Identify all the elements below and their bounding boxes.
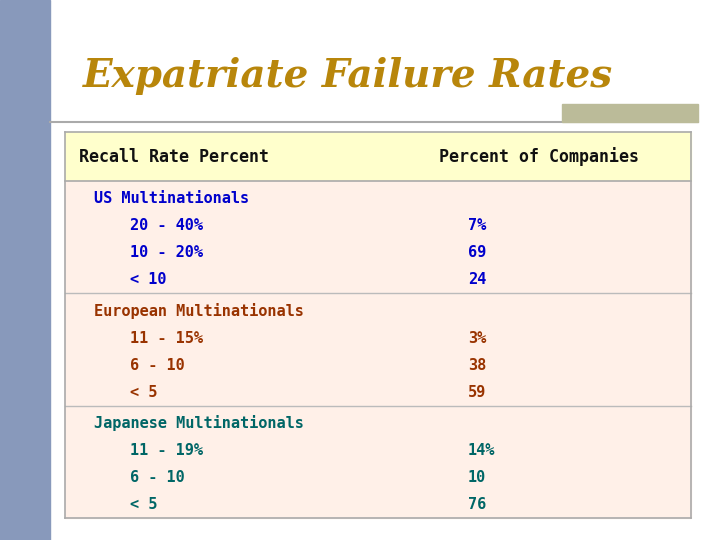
- Text: US Multinationals: US Multinationals: [94, 191, 248, 206]
- Text: 6 - 10: 6 - 10: [130, 358, 184, 373]
- Text: 6 - 10: 6 - 10: [130, 470, 184, 485]
- Text: 14%: 14%: [468, 443, 495, 458]
- Text: 11 - 19%: 11 - 19%: [130, 443, 202, 458]
- Bar: [0, 0, 50, 540]
- Text: 20 - 40%: 20 - 40%: [130, 218, 202, 233]
- Text: Percent of Companies: Percent of Companies: [439, 147, 639, 166]
- Text: < 5: < 5: [130, 385, 157, 400]
- Text: Expatriate Failure Rates: Expatriate Failure Rates: [83, 57, 613, 94]
- Text: 59: 59: [468, 385, 486, 400]
- Text: 38: 38: [468, 358, 486, 373]
- Text: < 10: < 10: [130, 272, 166, 287]
- Bar: [562, 104, 698, 122]
- Text: 24: 24: [468, 272, 486, 287]
- Text: < 5: < 5: [130, 497, 157, 512]
- Text: 7%: 7%: [468, 218, 486, 233]
- Text: Japanese Multinationals: Japanese Multinationals: [94, 415, 303, 431]
- Text: 69: 69: [468, 245, 486, 260]
- Text: 3%: 3%: [468, 331, 486, 346]
- Text: 76: 76: [468, 497, 486, 512]
- Text: European Multinationals: European Multinationals: [94, 303, 303, 319]
- Text: Recall Rate Percent: Recall Rate Percent: [79, 147, 269, 166]
- Text: 11 - 15%: 11 - 15%: [130, 331, 202, 346]
- Bar: [65, 181, 691, 518]
- Text: 10 - 20%: 10 - 20%: [130, 245, 202, 260]
- Bar: [65, 132, 691, 181]
- Text: 10: 10: [468, 470, 486, 485]
